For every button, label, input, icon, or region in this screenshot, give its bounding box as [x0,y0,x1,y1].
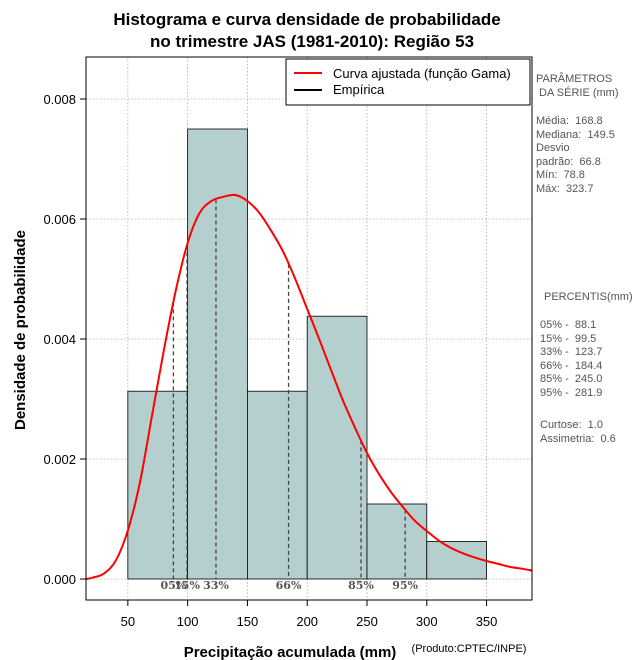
y-tick-label-1: 0.002 [43,452,76,467]
y-axis-label: Densidade de probabilidade [12,230,29,430]
percentile-label-0: 05% [161,579,187,592]
x-tick-label-2: 150 [237,614,259,629]
y-tick-label-4: 0.008 [43,92,76,107]
x-tick-label-6: 350 [476,614,498,629]
legend-label-empirical: Empírica [333,82,385,97]
histogram-bar-1 [187,128,248,580]
fitted-curve-line [85,193,533,580]
percentile-lines: 05%15% 33% 66% 85% 95% [161,199,419,592]
x-axis-label: Precipitação acumulada (mm) [184,644,397,660]
credit-label: (Produto:CPTEC/INPE) [412,643,527,655]
x-tick-label-4: 250 [356,614,378,629]
fitted-curve [85,193,533,580]
histogram-bar-0 [127,390,189,580]
x-tick-label-5: 300 [416,614,438,629]
percentiles-values: 05% - 88.1 15% - 99.5 33% - 123.7 66% - … [540,319,603,399]
y-tick-label-2: 0.004 [43,332,76,347]
histogram-bar-5 [426,541,487,580]
series-params-title: PARÂMETROS DA SÉRIE (mm) [536,73,619,99]
histogram-bar-3 [306,315,368,580]
percentile-label-2: 33% [203,579,229,592]
y-axis: 0.000 0.002 0.004 0.006 0.008 [43,92,86,587]
percentile-label-1: 15% [174,579,200,592]
y-tick-label-0: 0.000 [43,572,76,587]
x-tick-label-1: 100 [177,614,199,629]
plot-frame [85,56,533,601]
histogram-bar-4 [366,503,428,580]
percentile-label-3: 66% [276,579,302,592]
x-axis: 50 100 150 200 250 300 350 [121,600,498,629]
histogram-bars [127,128,487,580]
chart-title-line2: no trimestre JAS (1981-2010): Região 53 [150,32,474,51]
series-params: Média: 168.8 Mediana: 149.5 Desvio padrã… [536,115,615,195]
chart-title-line1: Histograma e curva densidade de probabil… [113,10,500,29]
legend-label-curve: Curva ajustada (função Gama) [333,66,511,81]
histogram-bar-2 [247,390,308,580]
legend-box [285,58,531,106]
percentile-label-5: 95% [392,579,418,592]
percentiles-title: PERCENTIS(mm) [544,291,633,303]
shape-stats: Curtose: 1.0 Assimetria: 0.6 [540,419,616,445]
x-tick-label-3: 200 [296,614,318,629]
x-tick-label-0: 50 [121,614,135,629]
percentile-label-4: 85% [348,579,374,592]
y-tick-label-3: 0.006 [43,212,76,227]
legend: Curva ajustada (função Gama) Empírica [285,58,531,106]
